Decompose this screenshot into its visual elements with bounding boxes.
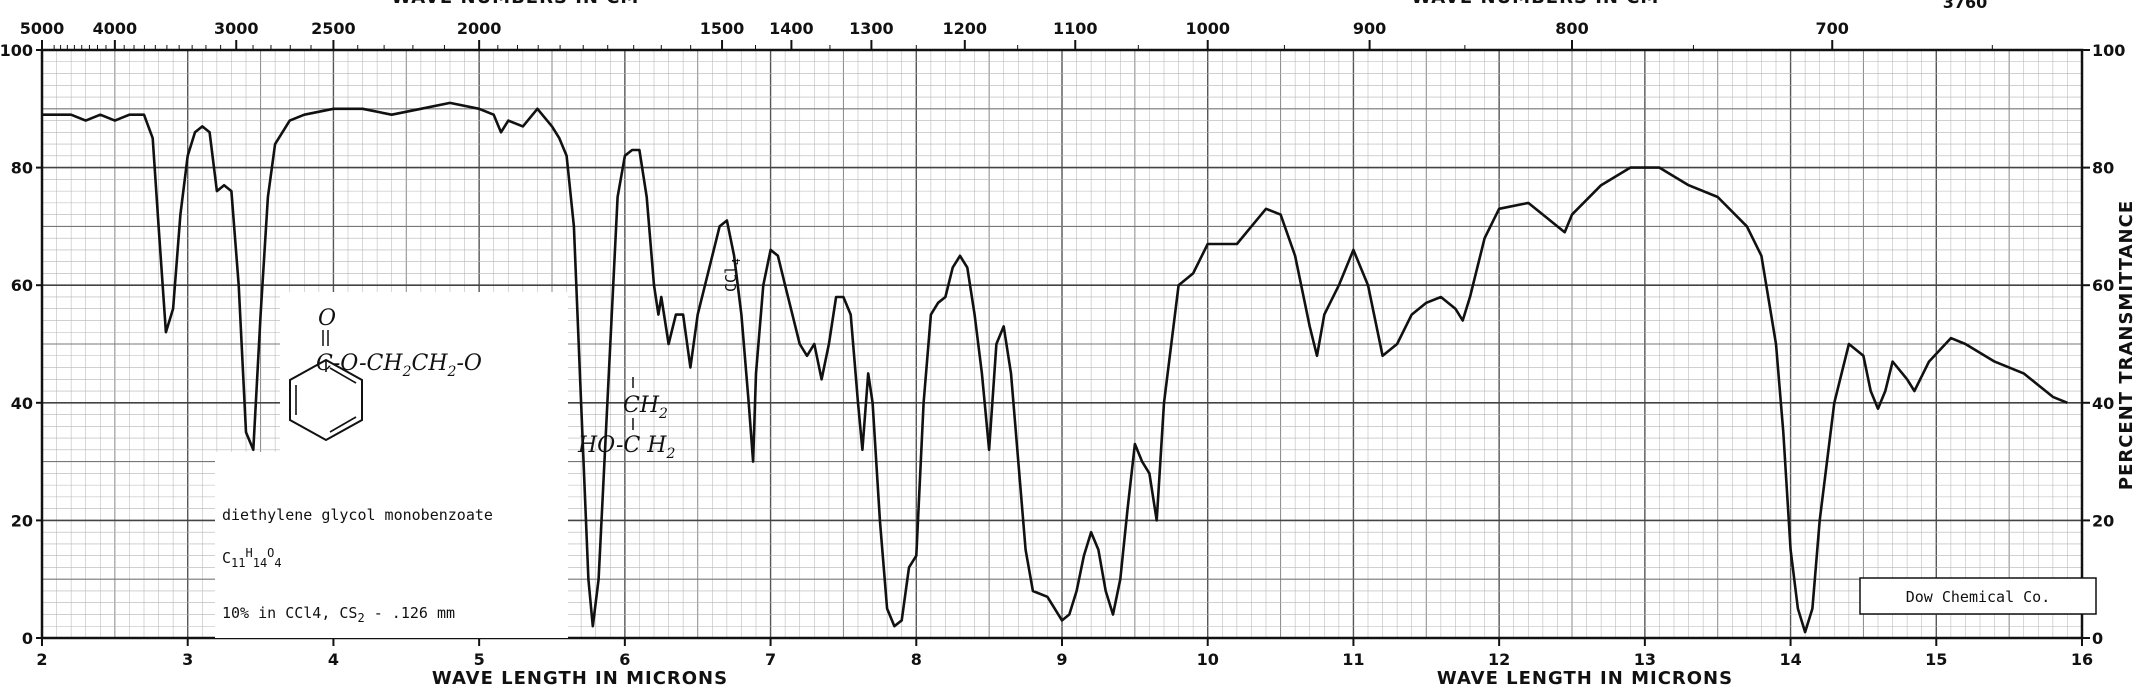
sample-info-panel: O C-O-CH2CH2-O CH2 HO-C H2 diethylene gl… [215, 292, 675, 638]
y-axis-right: 0 20 40 60 80 100 [2082, 41, 2125, 648]
wavenumber-tick-label: 1400 [769, 19, 814, 38]
x-tick-label: 3 [182, 650, 193, 669]
benzene-ring [289, 358, 363, 442]
y-tick-label-right: 40 [2092, 394, 2114, 413]
wavenumber-tick-label: 3000 [214, 19, 259, 38]
wavenumber-tick-label: 700 [1816, 19, 1849, 38]
wavenumber-tick-label: 800 [1555, 19, 1588, 38]
molecular-formula: C11H14O4 [222, 546, 282, 570]
wavenumber-tick-label: 1000 [1185, 19, 1230, 38]
x-axis-title-left: WAVE LENGTH IN MICRONS [432, 668, 728, 688]
x-tick-label: 9 [1056, 650, 1067, 669]
x-tick-label: 14 [1779, 650, 1801, 669]
x-tick-label: 13 [1634, 650, 1656, 669]
spectrum-series-line [42, 101, 2068, 634]
wavenumber-tick-label: 5000 [20, 19, 65, 38]
y-tick-label-right: 0 [2092, 629, 2103, 648]
y-tick-label-right: 80 [2092, 159, 2114, 178]
y-tick-label: 80 [11, 159, 33, 178]
y-axis-title: PERCENT TRANSMITTANCE [2116, 200, 2137, 490]
credit-box: Dow Chemical Co. [1859, 577, 2097, 615]
x-tick-label: 10 [1197, 650, 1219, 669]
wavenumber-tick-label: 4000 [93, 19, 138, 38]
x-tick-label: 12 [1488, 650, 1510, 669]
wavenumber-tick-label: 2000 [457, 19, 502, 38]
sample-conditions: 10% in CCl4, CS2 - .126 mm [222, 604, 455, 625]
x-tick-label: 6 [619, 650, 630, 669]
x-tick-label: 2 [36, 650, 47, 669]
wavenumber-tick-label: 1500 [700, 19, 745, 38]
wavenumber-tick-label: 1200 [943, 19, 988, 38]
y-tick-label-right: 60 [2092, 276, 2114, 295]
wavenumber-tick-label: 900 [1353, 19, 1386, 38]
x-tick-label: 4 [328, 650, 339, 669]
y-tick-label-right: 100 [2092, 41, 2125, 60]
x2-axis-title-left: WAVE NUMBERS IN CM⁻¹ [391, 0, 658, 8]
y-axis-left: 0 20 40 60 80 100 [0, 41, 42, 648]
credit-text: Dow Chemical Co. [1906, 588, 2051, 606]
y-tick-label: 20 [11, 511, 33, 530]
x-tick-label: 8 [911, 650, 922, 669]
wavenumber-tick-label: 2500 [311, 19, 356, 38]
compound-name: diethylene glycol monobenzoate [222, 506, 493, 524]
y-tick-label: 60 [11, 276, 33, 295]
corner-mark: 3760 [1943, 0, 1988, 12]
x-axis-title-right: WAVE LENGTH IN MICRONS [1437, 668, 1733, 688]
hydroxy-ch2: HO-C H2 [577, 433, 675, 462]
x-tick-label: 15 [1925, 650, 1947, 669]
y-tick-label: 0 [22, 629, 33, 648]
carbonyl-oxygen: O [318, 306, 336, 331]
wavenumber-axis: 5000 4000 3000 2500 2000 1500 1400 1300 1200 1100… [20, 19, 1993, 50]
wavenumber-tick-label: 1300 [849, 19, 894, 38]
y-tick-label: 100 [0, 41, 33, 60]
x-tick-label: 5 [474, 650, 485, 669]
ether-ch2: CH2 [623, 393, 668, 422]
y-tick-label: 40 [11, 394, 33, 413]
y-tick-label-right: 20 [2092, 511, 2114, 530]
x-tick-label: 16 [2071, 650, 2093, 669]
x-tick-label: 11 [1342, 650, 1364, 669]
wavelength-axis: 2 3 4 5 6 7 8 9 10 11 12 13 14 15 16 [36, 638, 2093, 669]
x-tick-label: 7 [765, 650, 776, 669]
ester-chain: C-O-CH2CH2-O [316, 351, 482, 380]
x2-axis-title-right: WAVE NUMBERS IN CM⁻¹ [1411, 0, 1678, 8]
wavenumber-tick-label: 1100 [1053, 19, 1098, 38]
